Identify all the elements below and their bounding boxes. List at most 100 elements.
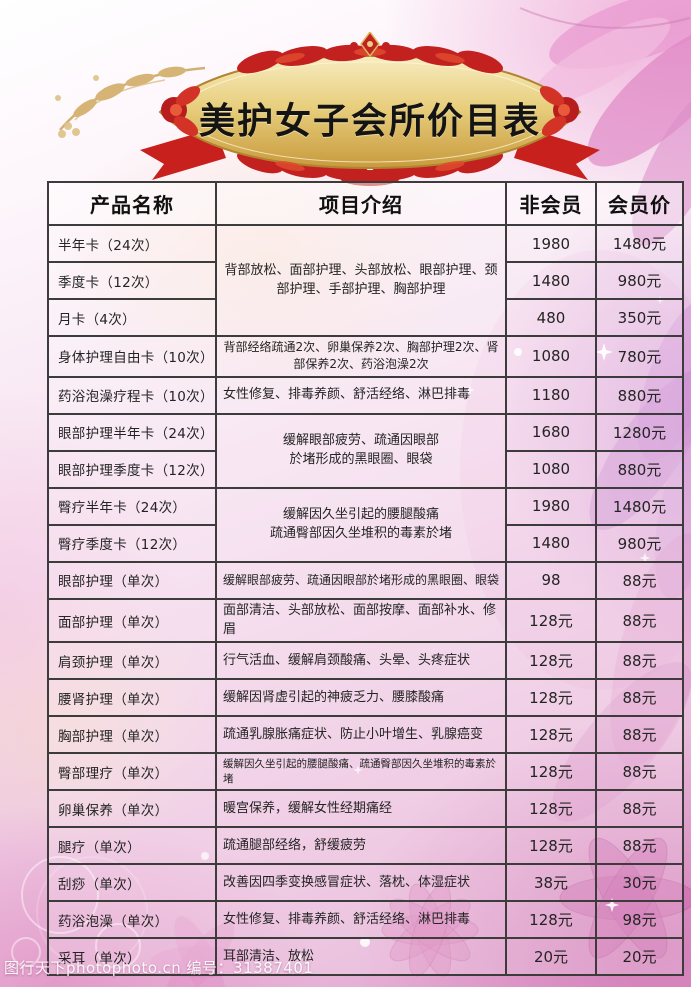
price-nonmember-cell: 1980 bbox=[505, 486, 597, 526]
product-cell: 臀疗半年卡（24次） bbox=[47, 486, 217, 526]
price-table: 产品名称 项目介绍 非会员 会员价 半年卡（24次） 背部放松、面部护理、头部放… bbox=[47, 181, 684, 977]
product-cell: 面部护理（单次） bbox=[47, 597, 217, 644]
intro-cell: 疏通乳腺胀痛症状、防止小叶增生、乳腺癌变 bbox=[215, 715, 507, 755]
price-member-cell: 88元 bbox=[595, 826, 684, 866]
table-row: 眼部护理半年卡（24次） 缓解眼部疲劳、疏通因眼部 於堵形成的黑眼圈、眼袋 16… bbox=[47, 412, 684, 489]
table-row: 腿疗（单次） 疏通腿部经络，舒缓疲劳 128元 88元 bbox=[47, 826, 684, 866]
price-member-cell: 880元 bbox=[595, 449, 684, 489]
table-row: 月卡（4次） 480 350元 bbox=[47, 298, 684, 337]
product-cell: 药浴泡澡疗程卡（10次） bbox=[47, 375, 217, 415]
price-member-cell: 30元 bbox=[595, 863, 684, 903]
price-member-cell: 88元 bbox=[595, 789, 684, 829]
product-cell: 胸部护理（单次） bbox=[47, 715, 217, 755]
intro-cell: 女性修复、排毒养颜、舒活经络、淋巴排毒 bbox=[215, 900, 507, 940]
product-cell: 腰肾护理（单次） bbox=[47, 678, 217, 718]
table-row: 臀部理疗（单次） 缓解因久坐引起的腰腿酸痛、疏通臀部因久坐堆积的毒素於堵 128… bbox=[47, 752, 684, 792]
header-member: 会员价 bbox=[595, 181, 684, 226]
table-row: 眼部护理（单次） 缓解眼部疲劳、疏通因眼部於堵形成的黑眼圈、眼袋 98 88元 bbox=[47, 560, 684, 600]
price-nonmember-cell: 1180 bbox=[505, 375, 597, 415]
intro-cell: 行气活血、缓解肩颈酸痛、头晕、头疼症状 bbox=[215, 641, 507, 681]
price-nonmember-cell: 128元 bbox=[505, 597, 597, 644]
price-nonmember-cell: 128元 bbox=[505, 826, 597, 866]
product-cell: 采耳（单次） bbox=[47, 937, 217, 977]
table-row: 药浴泡澡（单次） 女性修复、排毒养颜、舒活经络、淋巴排毒 128元 98元 bbox=[47, 900, 684, 940]
product-cell: 眼部护理半年卡（24次） bbox=[47, 412, 217, 452]
price-member-cell: 780元 bbox=[595, 335, 684, 378]
price-member-cell: 880元 bbox=[595, 375, 684, 415]
table-row: 半年卡（24次） 背部放松、面部护理、头部放松、眼部护理、颈部护理、手部护理、胸… bbox=[47, 224, 684, 337]
price-member-cell: 1280元 bbox=[595, 412, 684, 452]
price-nonmember-cell: 480 bbox=[505, 298, 597, 337]
table-header-row: 产品名称 项目介绍 非会员 会员价 bbox=[47, 181, 684, 226]
price-member-cell: 980元 bbox=[595, 261, 684, 300]
price-member-cell: 88元 bbox=[595, 715, 684, 755]
intro-cell: 缓解因肾虚引起的神疲乏力、腰膝酸痛 bbox=[215, 678, 507, 718]
intro-cell: 背部经络疏通2次、卵巢保养2次、胸部护理2次、肾部保养2次、药浴泡澡2次 bbox=[215, 335, 507, 378]
price-nonmember-cell: 128元 bbox=[505, 641, 597, 681]
watermark-text: 图行天下photophoto.cn 编号：31387401 bbox=[4, 959, 314, 977]
price-nonmember-cell: 1680 bbox=[505, 412, 597, 452]
price-nonmember-cell: 1480 bbox=[505, 523, 597, 563]
intro-cell: 缓解因久坐引起的腰腿酸痛、疏通臀部因久坐堆积的毒素於堵 bbox=[215, 752, 507, 792]
price-member-cell: 88元 bbox=[595, 597, 684, 644]
product-cell: 腿疗（单次） bbox=[47, 826, 217, 866]
intro-cell: 缓解眼部疲劳、疏通因眼部 於堵形成的黑眼圈、眼袋 bbox=[215, 412, 507, 489]
table-row: 卵巢保养（单次） 暖宫保养，缓解女性经期痛经 128元 88元 bbox=[47, 789, 684, 829]
price-member-cell: 1480元 bbox=[595, 224, 684, 263]
header-nonmember: 非会员 bbox=[505, 181, 597, 226]
table-row: 刮痧（单次） 改善因四季变换感冒症状、落枕、体湿症状 38元 30元 bbox=[47, 863, 684, 903]
price-nonmember-cell: 38元 bbox=[505, 863, 597, 903]
crown-finial-icon bbox=[350, 32, 390, 58]
product-cell: 眼部护理（单次） bbox=[47, 560, 217, 600]
price-nonmember-cell: 1080 bbox=[505, 449, 597, 489]
price-member-cell: 350元 bbox=[595, 298, 684, 337]
intro-cell: 缓解因久坐引起的腰腿酸痛 疏通臀部因久坐堆积的毒素於堵 bbox=[215, 486, 507, 563]
price-nonmember-cell: 20元 bbox=[505, 937, 597, 977]
price-nonmember-cell: 128元 bbox=[505, 715, 597, 755]
price-nonmember-cell: 128元 bbox=[505, 752, 597, 792]
table-row: 臀疗半年卡（24次） 缓解因久坐引起的腰腿酸痛 疏通臀部因久坐堆积的毒素於堵 1… bbox=[47, 486, 684, 563]
table-row: 腰肾护理（单次） 缓解因肾虚引起的神疲乏力、腰膝酸痛 128元 88元 bbox=[47, 678, 684, 718]
header-product: 产品名称 bbox=[47, 181, 217, 226]
price-nonmember-cell: 1480 bbox=[505, 261, 597, 300]
price-nonmember-cell: 1080 bbox=[505, 335, 597, 378]
price-member-cell: 88元 bbox=[595, 678, 684, 718]
product-cell: 臀疗季度卡（12次） bbox=[47, 523, 217, 563]
price-nonmember-cell: 98 bbox=[505, 560, 597, 600]
price-member-cell: 980元 bbox=[595, 523, 684, 563]
price-member-cell: 1480元 bbox=[595, 486, 684, 526]
price-member-cell: 88元 bbox=[595, 560, 684, 600]
table-row: 肩颈护理（单次） 行气活血、缓解肩颈酸痛、头晕、头疼症状 128元 88元 bbox=[47, 641, 684, 681]
header-intro: 项目介绍 bbox=[215, 181, 507, 226]
intro-cell: 背部放松、面部护理、头部放松、眼部护理、颈部护理、手部护理、胸部护理 bbox=[215, 224, 507, 337]
page-title: 美护女子会所价目表 bbox=[198, 101, 541, 142]
intro-cell: 疏通腿部经络，舒缓疲劳 bbox=[215, 826, 507, 866]
price-nonmember-cell: 128元 bbox=[505, 900, 597, 940]
intro-cell: 暖宫保养，缓解女性经期痛经 bbox=[215, 789, 507, 829]
product-cell: 月卡（4次） bbox=[47, 298, 217, 337]
product-cell: 肩颈护理（单次） bbox=[47, 641, 217, 681]
price-nonmember-cell: 128元 bbox=[505, 789, 597, 829]
intro-cell: 女性修复、排毒养颜、舒活经络、淋巴排毒 bbox=[215, 375, 507, 415]
rose-cluster-right-icon bbox=[539, 86, 579, 136]
product-cell: 卵巢保养（单次） bbox=[47, 789, 217, 829]
table-row: 眼部护理季度卡（12次） 1080 880元 bbox=[47, 449, 684, 489]
product-cell: 身体护理自由卡（10次） bbox=[47, 335, 217, 378]
table-row: 药浴泡澡疗程卡（10次） 女性修复、排毒养颜、舒活经络、淋巴排毒 1180 88… bbox=[47, 375, 684, 415]
table-row: 身体护理自由卡（10次） 背部经络疏通2次、卵巢保养2次、胸部护理2次、肾部保养… bbox=[47, 335, 684, 378]
intro-cell: 缓解眼部疲劳、疏通因眼部於堵形成的黑眼圈、眼袋 bbox=[215, 560, 507, 600]
product-cell: 药浴泡澡（单次） bbox=[47, 900, 217, 940]
price-nonmember-cell: 128元 bbox=[505, 678, 597, 718]
product-cell: 半年卡（24次） bbox=[47, 224, 217, 263]
price-member-cell: 20元 bbox=[595, 937, 684, 977]
price-member-cell: 88元 bbox=[595, 641, 684, 681]
title-badge-icon bbox=[140, 32, 600, 186]
product-cell: 臀部理疗（单次） bbox=[47, 752, 217, 792]
intro-cell: 面部清洁、头部放松、面部按摩、面部补水、修眉 bbox=[215, 597, 507, 644]
table-row: 季度卡（12次） 1480 980元 bbox=[47, 261, 684, 300]
product-cell: 季度卡（12次） bbox=[47, 261, 217, 300]
table-row: 臀疗季度卡（12次） 1480 980元 bbox=[47, 523, 684, 563]
price-member-cell: 88元 bbox=[595, 752, 684, 792]
price-member-cell: 98元 bbox=[595, 900, 684, 940]
